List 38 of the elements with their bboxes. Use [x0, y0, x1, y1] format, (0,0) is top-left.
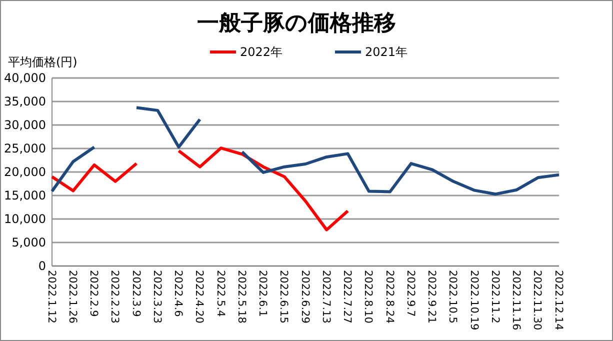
- y-axis-title: 平均価格(円): [8, 55, 78, 69]
- x-tick-label: 2022.4.20: [193, 270, 206, 324]
- y-tick-label: 0: [38, 259, 46, 274]
- x-tick-label: 2022.6.1: [256, 270, 269, 317]
- x-tick-label: 2022.4.6: [172, 270, 184, 318]
- x-tick-label: 2022.3.9: [130, 270, 142, 317]
- x-tick-label: 2022.9.21: [426, 270, 438, 324]
- x-tick-label: 2022.6.15: [278, 270, 290, 324]
- x-tick-label: 2022.5.18: [235, 270, 248, 324]
- x-tick-label: 2022.11.16: [510, 270, 522, 330]
- x-tick-label: 2022.8.24: [383, 270, 396, 324]
- x-tick-label: 2022.11.30: [531, 270, 544, 330]
- x-tick-label: 2022.1.26: [66, 270, 78, 324]
- legend-label: 2021年: [365, 45, 408, 59]
- y-tick-label: 30,000: [4, 118, 46, 132]
- y-tick-label: 25,000: [4, 142, 46, 156]
- y-tick-label: 40,000: [4, 71, 46, 86]
- y-tick-label: 10,000: [4, 212, 46, 226]
- x-tick-label: 2022.6.29: [298, 270, 311, 324]
- y-tick-label: 15,000: [4, 188, 46, 203]
- x-tick-label: 2022.8.10: [362, 270, 374, 324]
- x-tick-label: 2022.1.12: [45, 270, 58, 324]
- y-tick-label: 20,000: [4, 165, 46, 180]
- x-tick-label: 2022.7.27: [341, 270, 354, 324]
- x-tick-label: 2022.2.23: [108, 270, 121, 324]
- x-tick-label: 2022.7.13: [320, 270, 332, 324]
- x-tick-label: 2022.11.2: [488, 270, 501, 324]
- x-tick-label: 2022.10.19: [468, 270, 480, 330]
- legend-label: 2022年: [240, 45, 283, 59]
- x-tick-label: 2022.12.14: [552, 270, 564, 330]
- y-tick-label: 35,000: [4, 94, 46, 109]
- x-tick-label: 2022.2.9: [88, 270, 100, 317]
- x-tick-label: 2022.5.4: [214, 270, 226, 318]
- x-tick-label: 2022.9.7: [404, 270, 416, 317]
- x-tick-label: 2022.10.5: [446, 270, 459, 324]
- y-tick-label: 5,000: [12, 236, 46, 250]
- x-tick-label: 2022.3.23: [150, 270, 163, 324]
- chart-title: 一般子豚の価格推移: [197, 11, 396, 36]
